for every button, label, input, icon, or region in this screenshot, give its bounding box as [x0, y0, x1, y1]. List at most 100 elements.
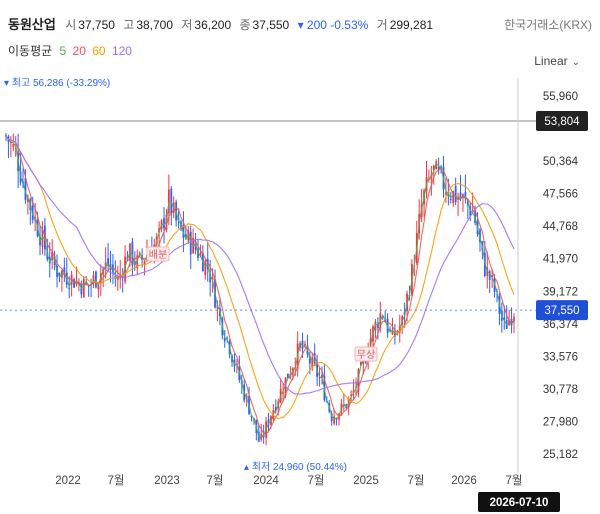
candle-body [350, 394, 353, 397]
x-tick-label: 7월 [308, 474, 325, 487]
y-tick-label: 36,374 [543, 319, 579, 331]
y-tick-label: 50,364 [543, 156, 579, 168]
candle-body [199, 252, 202, 257]
date-box [478, 492, 560, 512]
candle-body [333, 416, 336, 424]
candle-body [163, 218, 165, 229]
volume-value: 299,281 [389, 18, 434, 32]
candle-body [340, 403, 343, 411]
candle-body [452, 191, 455, 204]
last-price-label: 37,550 [544, 305, 579, 317]
candle-body [95, 271, 97, 288]
y-tick-label: 47,566 [543, 189, 578, 201]
candle-body [206, 258, 209, 270]
candle-body [63, 267, 66, 276]
candle-body [389, 329, 391, 331]
candle-body [141, 255, 144, 260]
candle-body [391, 329, 394, 335]
candle-body [75, 280, 78, 285]
candle-body [488, 271, 491, 280]
y-tick-label: 41,970 [543, 254, 578, 266]
candle-body [459, 192, 462, 200]
candle-body [437, 166, 440, 170]
candle-body [182, 224, 185, 238]
y-tick-label: 27,980 [543, 417, 578, 429]
candle-body [97, 282, 100, 290]
open-label: 시 [65, 18, 77, 32]
event-annotation-box [146, 246, 170, 262]
candle-body [267, 419, 270, 426]
candle-body [432, 165, 435, 171]
candle-body [211, 277, 214, 281]
candle-body [107, 258, 109, 267]
candle-body [131, 242, 134, 266]
candle-body [58, 272, 61, 278]
candle-body [274, 406, 277, 412]
close-label: 종 [239, 18, 251, 32]
candle-body [330, 413, 333, 421]
ma5-line [5, 136, 515, 439]
candle-body [184, 234, 187, 239]
high-label: 고 [123, 18, 135, 32]
ma20-line [5, 136, 515, 434]
candle-body [318, 376, 321, 379]
candle-body [321, 375, 323, 378]
candle-body [282, 392, 284, 394]
event-annotation-label: 무상 [357, 349, 375, 361]
candle-body [445, 192, 447, 195]
crosshair-price-box [536, 111, 588, 132]
scale-mode-label: Linear [534, 54, 568, 68]
low-label: 저 [181, 18, 193, 32]
scale-mode-dropdown[interactable]: Linear ⌄ [534, 54, 580, 68]
open-value: 37,750 [78, 18, 115, 32]
x-tick-label: 2022 [55, 475, 81, 487]
candle-body [335, 418, 338, 420]
chevron-down-icon: ⌄ [571, 57, 580, 68]
low-value: 36,200 [194, 18, 232, 32]
date-label: 2026-07-10 [490, 497, 549, 509]
candle-body [204, 260, 207, 276]
candle-body [226, 337, 229, 339]
x-tick-label: 2023 [154, 475, 180, 487]
ma-60-label[interactable]: 60 [92, 44, 106, 58]
ma120-line [5, 136, 515, 395]
x-tick-label: 7월 [408, 474, 425, 487]
y-tick-label: 44,768 [543, 221, 578, 233]
x-tick-label: 7월 [207, 474, 224, 487]
low-marker-label: ▴ 최저 24,960 (50.44%) [244, 461, 347, 473]
candle-body [223, 337, 226, 342]
exchange-label: 한국거래소(KRX) [504, 18, 592, 32]
ma-20-label[interactable]: 20 [72, 44, 86, 58]
candle-body [5, 135, 7, 137]
candle-body [287, 373, 289, 379]
event-annotation-label: 배분 [149, 249, 167, 261]
candle-body [381, 316, 384, 318]
candle-body [308, 355, 311, 364]
change-value: ▾ 200 -0.53% [297, 18, 369, 32]
candle-body [68, 287, 71, 289]
y-tick-label: 39,172 [543, 286, 578, 298]
candle-body [304, 343, 306, 346]
candle-body [435, 161, 438, 170]
ma-5-label[interactable]: 5 [59, 44, 67, 58]
candle-body [376, 323, 379, 329]
x-tick-label: 7월 [108, 474, 125, 487]
ma-legend-label: 이동평균 [8, 44, 53, 58]
y-tick-label: 30,778 [543, 384, 578, 396]
candle-body [92, 275, 95, 283]
ma-120-label[interactable]: 120 [111, 44, 132, 58]
candle-body [209, 273, 212, 283]
candle-body [143, 260, 146, 265]
candle-body [359, 362, 362, 366]
candle-body [462, 194, 464, 198]
candle-body [471, 210, 474, 212]
close-value: 37,550 [252, 18, 290, 32]
event-annotation-box [354, 346, 378, 362]
candle-body [78, 282, 80, 285]
candle-body [491, 275, 494, 277]
candle-body [43, 225, 46, 250]
candles [5, 132, 515, 446]
candle-body [449, 199, 452, 201]
x-tick-label: 2024 [253, 475, 279, 487]
